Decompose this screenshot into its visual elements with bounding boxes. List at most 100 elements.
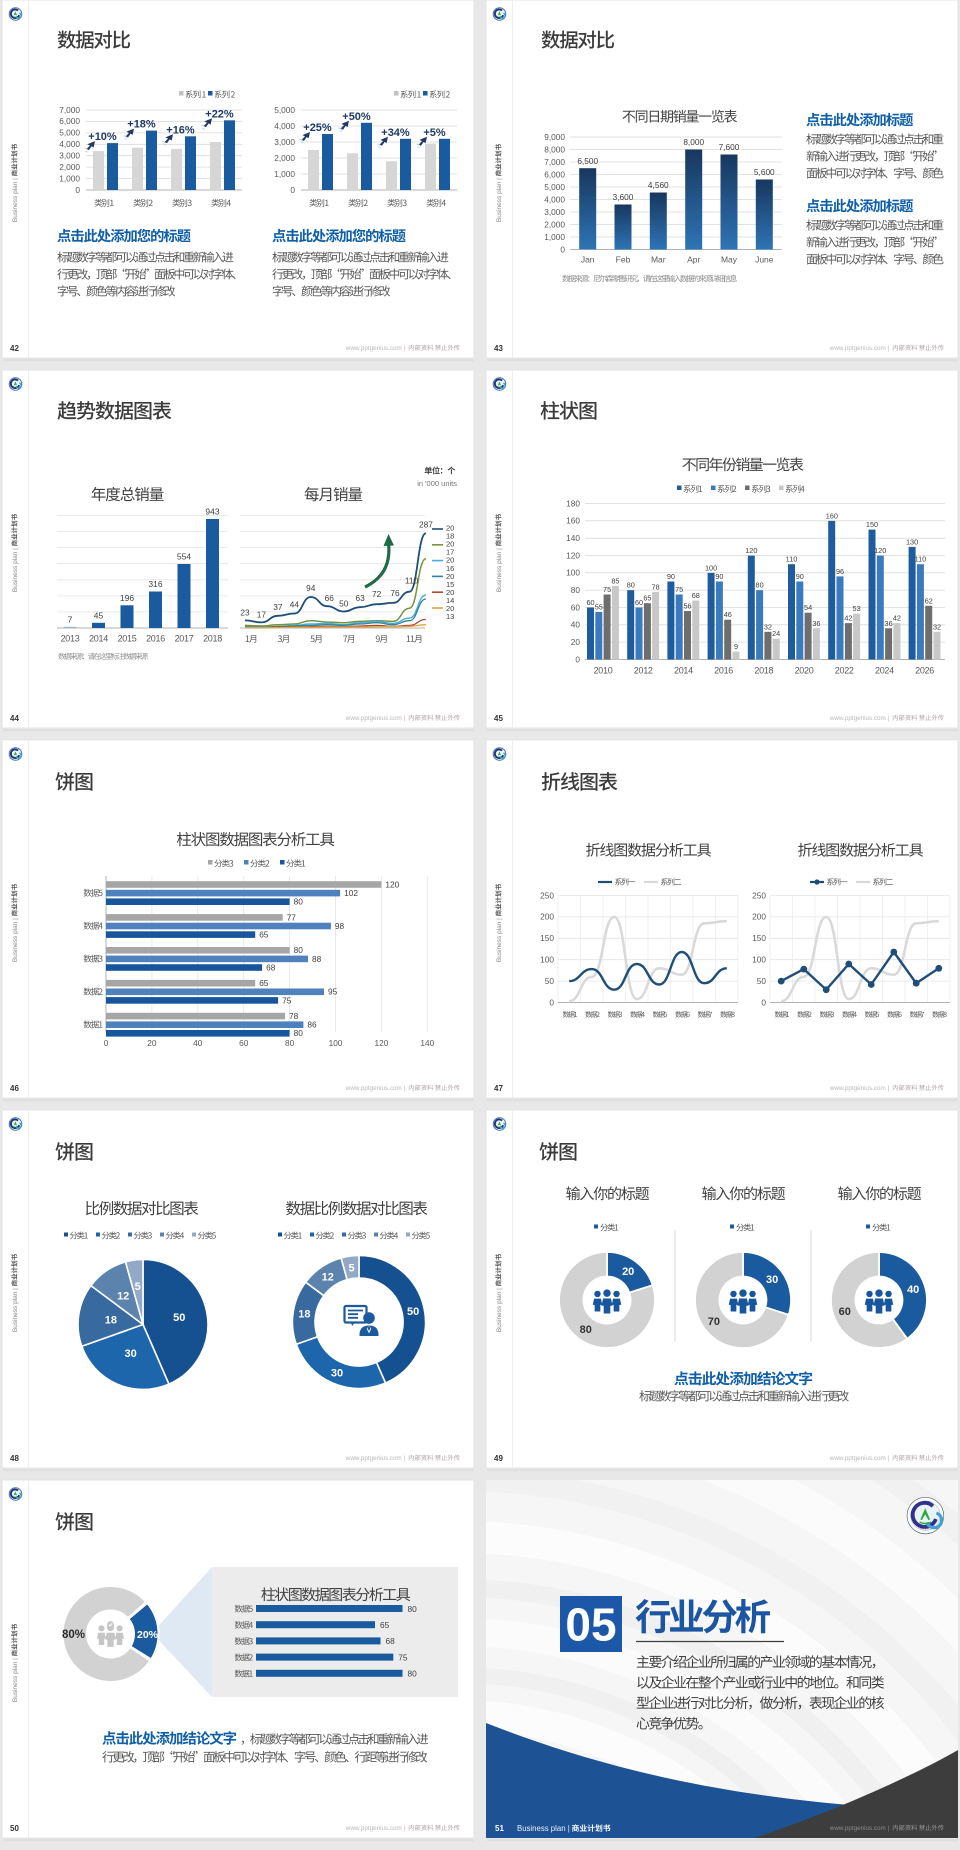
svg-text:0: 0 <box>575 654 580 664</box>
svg-text:80: 80 <box>408 1669 418 1679</box>
svg-text:150: 150 <box>752 933 766 943</box>
svg-text:49: 49 <box>494 1454 503 1463</box>
svg-text:110: 110 <box>786 555 798 564</box>
svg-text:2,000: 2,000 <box>544 219 565 229</box>
svg-text:Feb: Feb <box>616 255 631 265</box>
svg-text:2024: 2024 <box>875 666 894 676</box>
svg-text:+18%: +18% <box>127 119 156 131</box>
svg-text:20: 20 <box>622 1266 634 1278</box>
svg-text:60: 60 <box>635 598 643 607</box>
svg-text:120: 120 <box>874 546 886 555</box>
svg-text:80: 80 <box>571 585 581 595</box>
svg-text:62: 62 <box>925 596 933 605</box>
svg-text:90: 90 <box>715 572 723 581</box>
svg-text:www.pptgenius.com |: www.pptgenius.com | <box>829 715 890 722</box>
svg-text:100: 100 <box>329 1038 343 1048</box>
svg-text:www.pptgenius.com |: www.pptgenius.com | <box>345 345 406 352</box>
svg-text:30: 30 <box>766 1274 778 1286</box>
svg-text:80: 80 <box>408 1604 418 1614</box>
svg-text:50: 50 <box>407 1306 419 1318</box>
svg-text:Business plan |: Business plan | <box>12 918 19 962</box>
svg-text:2018: 2018 <box>754 666 773 676</box>
svg-text:0: 0 <box>104 1038 109 1048</box>
svg-text:68: 68 <box>386 1636 396 1646</box>
svg-text:Business plan |: Business plan | <box>12 1288 19 1332</box>
svg-text:+16%: +16% <box>166 124 195 136</box>
svg-text:www.pptgenius.com |: www.pptgenius.com | <box>829 1085 890 1092</box>
svg-text:Business plan |: Business plan | <box>496 1288 503 1332</box>
svg-text:www.pptgenius.com |: www.pptgenius.com | <box>345 1825 406 1832</box>
svg-text:96: 96 <box>836 567 844 576</box>
svg-text:2020: 2020 <box>795 666 814 676</box>
svg-text:3,000: 3,000 <box>274 137 295 147</box>
svg-text:2016: 2016 <box>714 666 733 676</box>
svg-text:5: 5 <box>135 1281 141 1293</box>
svg-text:110: 110 <box>405 576 419 586</box>
svg-text:65: 65 <box>380 1620 390 1630</box>
svg-text:80: 80 <box>294 897 304 907</box>
svg-text:250: 250 <box>540 890 554 900</box>
svg-text:20: 20 <box>446 604 454 613</box>
svg-text:250: 250 <box>752 890 766 900</box>
svg-text:4,000: 4,000 <box>274 121 295 131</box>
svg-text:0: 0 <box>560 244 565 254</box>
svg-text:66: 66 <box>325 593 335 603</box>
svg-text:17: 17 <box>446 548 454 557</box>
svg-text:+10%: +10% <box>88 131 117 143</box>
svg-text:+50%: +50% <box>342 111 371 123</box>
svg-text:77: 77 <box>287 912 297 922</box>
svg-text:160: 160 <box>826 511 838 520</box>
svg-text:50: 50 <box>10 1824 19 1833</box>
svg-text:100: 100 <box>540 955 554 965</box>
svg-text:2017: 2017 <box>175 634 194 644</box>
svg-text:0: 0 <box>75 185 80 195</box>
svg-text:40: 40 <box>193 1038 203 1048</box>
svg-text:Apr: Apr <box>687 255 700 265</box>
svg-text:36: 36 <box>885 619 893 628</box>
svg-text:44: 44 <box>290 600 300 610</box>
svg-text:75: 75 <box>675 585 683 594</box>
svg-text:120: 120 <box>745 546 757 555</box>
svg-text:6,000: 6,000 <box>59 116 80 126</box>
svg-text:51: 51 <box>495 1824 504 1833</box>
svg-text:2015: 2015 <box>118 634 137 644</box>
svg-text:7,600: 7,600 <box>719 142 740 152</box>
svg-text:2,000: 2,000 <box>59 162 80 172</box>
svg-text:0: 0 <box>761 997 766 1007</box>
svg-text:www.pptgenius.com |: www.pptgenius.com | <box>345 715 406 722</box>
svg-text:2018: 2018 <box>203 634 222 644</box>
svg-text:9,000: 9,000 <box>544 132 565 142</box>
svg-text:18: 18 <box>298 1309 310 1321</box>
svg-text:36: 36 <box>812 619 820 628</box>
svg-text:2013: 2013 <box>61 634 80 644</box>
svg-text:80: 80 <box>285 1038 295 1048</box>
svg-text:+5%: +5% <box>423 127 446 139</box>
svg-text:53: 53 <box>853 604 861 613</box>
svg-text:17: 17 <box>257 609 267 619</box>
svg-text:www.pptgenius.com |: www.pptgenius.com | <box>829 345 890 352</box>
svg-text:Business plan |: Business plan | <box>12 178 19 222</box>
svg-text:0: 0 <box>549 997 554 1007</box>
svg-text:18: 18 <box>105 1315 117 1327</box>
svg-text:120: 120 <box>385 879 399 889</box>
svg-text:15: 15 <box>446 580 454 589</box>
svg-text:Mar: Mar <box>651 255 666 265</box>
svg-text:65: 65 <box>259 978 269 988</box>
svg-text:4,000: 4,000 <box>59 139 80 149</box>
svg-text:7,000: 7,000 <box>544 157 565 167</box>
svg-text:75: 75 <box>282 995 292 1005</box>
svg-text:55: 55 <box>595 602 603 611</box>
svg-text:120: 120 <box>374 1038 388 1048</box>
svg-text:42: 42 <box>844 614 852 623</box>
svg-text:50: 50 <box>339 599 349 609</box>
svg-text:www.pptgenius.com |: www.pptgenius.com | <box>829 1455 890 1462</box>
svg-text:Business plan |: Business plan | <box>496 918 503 962</box>
svg-text:75: 75 <box>603 585 611 594</box>
svg-text:+34%: +34% <box>381 127 410 139</box>
svg-text:Jan: Jan <box>581 255 595 265</box>
svg-text:2026: 2026 <box>915 666 934 676</box>
svg-text:140: 140 <box>420 1038 434 1048</box>
svg-text:6,500: 6,500 <box>577 156 598 166</box>
svg-text:65: 65 <box>643 594 651 603</box>
svg-text:www.pptgenius.com |: www.pptgenius.com | <box>345 1085 406 1092</box>
